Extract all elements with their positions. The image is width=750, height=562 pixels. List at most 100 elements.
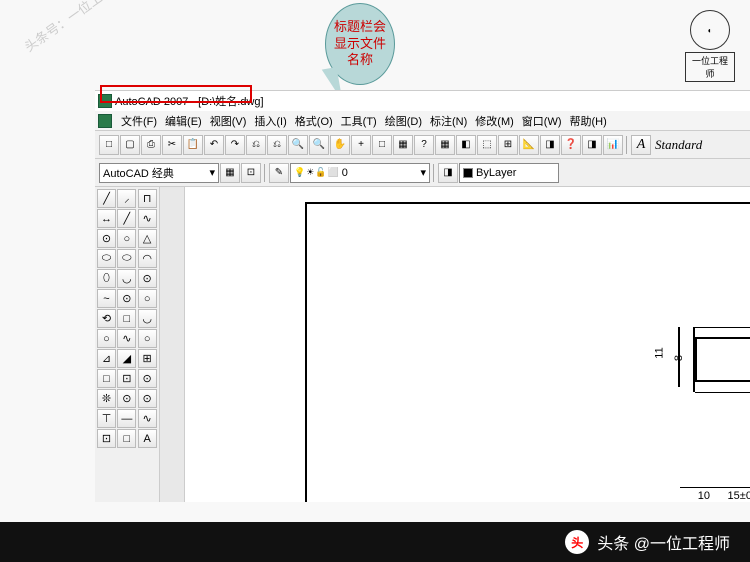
toolbar-button[interactable]: ◨	[582, 135, 602, 155]
author-logo: ◐ 一位工程师	[685, 10, 735, 82]
draw-tool-button[interactable]: ◢	[117, 349, 136, 368]
draw-tool-button[interactable]: ⊡	[97, 429, 116, 448]
color-dropdown[interactable]: ByLayer	[459, 163, 559, 183]
toolbar-button[interactable]: □	[372, 135, 392, 155]
dim-line	[693, 327, 695, 392]
draw-tool-button[interactable]: ○	[138, 329, 157, 348]
toolbar-button[interactable]: 🔍	[309, 135, 329, 155]
draw-tool-button[interactable]: ⊡	[117, 369, 136, 388]
layer-state-icons: 💡☀🔓⬜	[294, 167, 339, 178]
draw-tool-button[interactable]: ∿	[117, 329, 136, 348]
toolbar-button[interactable]: ?	[414, 135, 434, 155]
workspace-dropdown[interactable]: AutoCAD 经典▾	[99, 163, 219, 183]
page-footer: 头 头条 @一位工程师	[0, 522, 750, 562]
draw-tool-button[interactable]: △	[138, 229, 157, 248]
footer-text: 头条 @一位工程师	[597, 530, 730, 554]
draw-tool-button[interactable]: ⟲	[97, 309, 116, 328]
toolbar-button[interactable]: +	[351, 135, 371, 155]
text-style-button[interactable]: A	[631, 135, 651, 155]
toolbar-button[interactable]: 📐	[519, 135, 539, 155]
draw-tool-button[interactable]: ○	[138, 289, 157, 308]
draw-tool-button[interactable]: ⊙	[138, 269, 157, 288]
menu-item[interactable]: 插入(I)	[250, 116, 290, 128]
toolbar-button[interactable]: ▦	[220, 163, 240, 183]
draw-tool-button[interactable]: ⊿	[97, 349, 116, 368]
toolbar-button[interactable]: ⎙	[141, 135, 161, 155]
toolbar-separator	[264, 164, 266, 182]
toolbar-button[interactable]: ⊞	[498, 135, 518, 155]
draw-tool-button[interactable]: ⬯	[97, 269, 116, 288]
draw-tool-button[interactable]: ~	[97, 289, 116, 308]
toolbar-button[interactable]: ▦	[435, 135, 455, 155]
draw-tool-button[interactable]: ↔	[97, 209, 116, 228]
toolbar-button[interactable]: ▢	[120, 135, 140, 155]
draw-tool-button[interactable]: ⊙	[138, 389, 157, 408]
toolbar-button[interactable]: ✋	[330, 135, 350, 155]
draw-tool-button[interactable]: —	[117, 409, 136, 428]
drawing-canvas[interactable]: 11 8 6 10 15±0.	[185, 187, 750, 502]
draw-tool-button[interactable]: ◠	[138, 249, 157, 268]
draw-tool-button[interactable]: ○	[117, 229, 136, 248]
draw-tool-button[interactable]: ╱	[97, 189, 116, 208]
draw-tool-button[interactable]: ⬭	[97, 249, 116, 268]
toolbar-button[interactable]: ⎌	[267, 135, 287, 155]
menu-item[interactable]: 编辑(E)	[161, 116, 206, 128]
draw-tool-button[interactable]: ⊙	[138, 369, 157, 388]
draw-tool-button[interactable]: ⊙	[117, 289, 136, 308]
toolbar-button[interactable]: ◧	[456, 135, 476, 155]
menu-item[interactable]: 绘图(D)	[381, 116, 426, 128]
layer-dropdown[interactable]: 💡☀🔓⬜ 0 ▾	[290, 163, 430, 183]
color-swatch	[463, 168, 473, 178]
menu-item[interactable]: 窗口(W)	[518, 116, 566, 128]
toutiao-icon: 头	[565, 530, 589, 554]
menu-item[interactable]: 修改(M)	[471, 116, 518, 128]
draw-tool-button[interactable]: □	[117, 429, 136, 448]
menu-item[interactable]: 格式(O)	[291, 116, 337, 128]
style-dropdown[interactable]: Standard	[655, 137, 702, 153]
draw-tool-button[interactable]: □	[97, 369, 116, 388]
dim-line	[695, 327, 750, 328]
menu-item[interactable]: 帮助(H)	[566, 116, 611, 128]
draw-tool-button[interactable]: ⊓	[138, 189, 157, 208]
dim-line	[680, 487, 750, 488]
toolbar-button[interactable]: ◨	[540, 135, 560, 155]
toolbar-button[interactable]: ▦	[393, 135, 413, 155]
draw-tool-button[interactable]: ◡	[117, 269, 136, 288]
toolbar-button[interactable]: 📋	[183, 135, 203, 155]
toolbar-button[interactable]: 🔍	[288, 135, 308, 155]
draw-tool-button[interactable]: ⊙	[97, 229, 116, 248]
properties-toolbar: AutoCAD 经典▾ ▦ ⊡ ✎ 💡☀🔓⬜ 0 ▾ ◨ ByLayer	[95, 159, 750, 187]
toolbar-button[interactable]: ❓	[561, 135, 581, 155]
dimension-label: 15±0.	[728, 490, 750, 502]
menu-item[interactable]: 视图(V)	[206, 116, 251, 128]
draw-tool-button[interactable]: ∿	[138, 209, 157, 228]
draw-tool-button[interactable]: □	[117, 309, 136, 328]
menu-item[interactable]: 工具(T)	[337, 116, 381, 128]
toolbar-button[interactable]: ↶	[204, 135, 224, 155]
draw-tool-button[interactable]: ◡	[138, 309, 157, 328]
menu-item[interactable]: 文件(F)	[117, 116, 161, 128]
toolbar-button[interactable]: ↷	[225, 135, 245, 155]
draw-tool-button[interactable]: ⸝	[117, 189, 136, 208]
toolbar-button[interactable]: ✂	[162, 135, 182, 155]
draw-tool-button[interactable]: ○	[97, 329, 116, 348]
toolbar-button[interactable]: ⊡	[241, 163, 261, 183]
toolbar-button[interactable]: 📊	[603, 135, 623, 155]
draw-tool-button[interactable]: ⊞	[138, 349, 157, 368]
draw-tool-button[interactable]: ╱	[117, 209, 136, 228]
toolbar-button[interactable]: ◨	[438, 163, 458, 183]
menu-item[interactable]: 标注(N)	[426, 116, 471, 128]
menubar: 文件(F)编辑(E)视图(V)插入(I)格式(O)工具(T)绘图(D)标注(N)…	[95, 111, 750, 131]
draw-tool-button[interactable]: ❊	[97, 389, 116, 408]
draw-tool-button[interactable]: ∿	[138, 409, 157, 428]
toolbar-button[interactable]: □	[99, 135, 119, 155]
draw-tool-button[interactable]: A	[138, 429, 157, 448]
toolbar-button[interactable]: ⬚	[477, 135, 497, 155]
standard-toolbar: □▢⎙✂📋↶↷⎌⎌🔍🔍✋+□▦?▦◧⬚⊞📐◨❓◨📊 A Standard	[95, 131, 750, 159]
dimension-label: 11	[653, 347, 665, 358]
toolbar-button[interactable]: ⎌	[246, 135, 266, 155]
draw-tool-button[interactable]: ⊙	[117, 389, 136, 408]
layer-manager-button[interactable]: ✎	[269, 163, 289, 183]
draw-tool-button[interactable]: ⬭	[117, 249, 136, 268]
draw-tool-button[interactable]: ⊤	[97, 409, 116, 428]
